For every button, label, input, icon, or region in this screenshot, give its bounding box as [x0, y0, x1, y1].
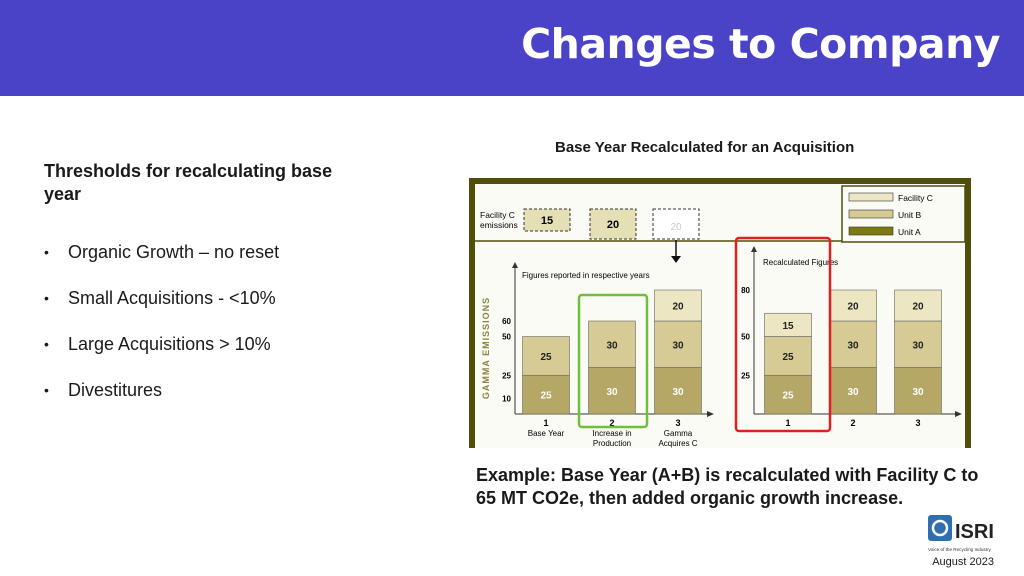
- bar-value-label: 20: [847, 302, 859, 313]
- bar-segment: [764, 312, 812, 337]
- bar-segment: [894, 289, 942, 322]
- left-chart: Figures reported in respective years GAM…: [481, 262, 714, 448]
- x-category-number: 2: [609, 418, 614, 428]
- bar-value-label: 30: [912, 387, 924, 398]
- bar-segment: [894, 320, 942, 368]
- bar-segment: [654, 289, 702, 322]
- x-category-number: 3: [675, 418, 680, 428]
- left-chart-header: Figures reported in respective years: [522, 271, 650, 280]
- legend-swatch-facility-c: [848, 192, 894, 202]
- bullet-item: Organic Growth – no reset: [44, 240, 279, 286]
- bar-value-label: 20: [912, 302, 924, 313]
- x-category-label: Gamma: [664, 429, 693, 438]
- y-tick-label: 25: [502, 371, 511, 380]
- axis-arrow-icon: [512, 262, 518, 268]
- y-tick-label: 50: [741, 333, 750, 342]
- isri-logo: ISRI Voice of the Recycling Industry: [928, 515, 994, 552]
- legend-swatch-unit-a: [848, 226, 894, 236]
- x-category-label: Base Year: [528, 429, 565, 438]
- bullet-item: Small Acquisitions - <10%: [44, 286, 279, 332]
- right-chart: Recalculated Figures 80 50 25 25 25 15 1 30 30 2…: [741, 246, 962, 428]
- bar-value-label: 30: [672, 387, 684, 398]
- bar-value-label: 25: [782, 352, 794, 363]
- figure-frame-top: [469, 178, 971, 184]
- bar-value-label: 15: [782, 321, 794, 332]
- figure-frame-left: [469, 178, 475, 448]
- y-tick-label: 25: [741, 371, 750, 380]
- x-category-number: 1: [543, 418, 548, 428]
- x-category-label: Increase in: [592, 429, 631, 438]
- legend: Facility C Unit B Unit A: [841, 185, 966, 243]
- title-banner: Changes to Company: [0, 0, 1024, 96]
- bar-segment: [588, 367, 636, 415]
- legend-label: Unit B: [898, 210, 921, 220]
- bar-segment: [829, 320, 877, 368]
- logo-wordmark: ISRI: [955, 521, 994, 543]
- bar-segment: [829, 367, 877, 415]
- x-category-number: 3: [915, 418, 920, 428]
- arrow-head-icon: [671, 256, 681, 263]
- bar-value-label: 30: [847, 340, 859, 351]
- bar-segment: [764, 374, 812, 415]
- slide-title: Changes to Company: [521, 20, 1000, 68]
- y-tick-label: 80: [741, 286, 750, 295]
- legend-swatch-unit-b: [848, 209, 894, 219]
- bar-segment: [588, 320, 636, 368]
- right-chart-header: Recalculated Figures: [763, 258, 838, 267]
- x-category-number: 2: [850, 418, 855, 428]
- x-category-label: Acquires C: [658, 439, 697, 448]
- figure-caption: Base Year Recalculated for an Acquisitio…: [555, 139, 855, 156]
- facility-c-box: [652, 208, 700, 240]
- thresholds-heading: Thresholds for recalculating base year: [44, 161, 333, 204]
- bar-segment: [522, 374, 570, 415]
- bar-segment: [894, 367, 942, 415]
- axis-arrow-icon: [751, 246, 757, 252]
- figure-frame-right: [965, 178, 971, 448]
- bar-value-label: 30: [912, 340, 924, 351]
- bullet-item: Divestitures: [44, 378, 279, 424]
- date-label: August 2023: [932, 556, 994, 568]
- bullet-item: Large Acquisitions > 10%: [44, 332, 279, 378]
- bar-segment: [522, 336, 570, 376]
- y-tick-label: 10: [502, 395, 511, 404]
- bar-value-label: 30: [606, 387, 618, 398]
- bar-value-label: 25: [540, 391, 552, 402]
- logo-mark-icon: [928, 515, 952, 541]
- axis-arrow-icon: [955, 411, 962, 417]
- facility-c-value: 20: [607, 219, 619, 231]
- y-axis-title: GAMMA EMISSIONS: [481, 297, 491, 399]
- legend-label: Facility C: [898, 193, 933, 203]
- organic-growth-highlight: [577, 293, 649, 429]
- y-tick-label: 60: [502, 317, 511, 326]
- logo-tagline: Voice of the Recycling Industry: [928, 547, 992, 552]
- recalculated-base-year-highlight: [734, 236, 832, 433]
- logo-ring-icon: [931, 519, 949, 537]
- bar-segment: [764, 336, 812, 376]
- x-category-number: 1: [785, 418, 790, 428]
- bar-value-label: 25: [540, 352, 552, 363]
- bar-segment: [654, 367, 702, 415]
- x-category-label: Production: [593, 439, 631, 448]
- axis-arrow-icon: [707, 411, 714, 417]
- bar-value-label: 30: [672, 340, 684, 351]
- facility-c-box: [589, 208, 637, 240]
- legend-label: Unit A: [898, 227, 921, 237]
- bar-value-label: 20: [672, 302, 684, 313]
- bar-value-label: 25: [782, 391, 794, 402]
- bar-value-label: 30: [847, 387, 859, 398]
- threshold-list: Organic Growth – no reset Small Acquisit…: [44, 240, 279, 424]
- example-note: Example: Base Year (A+B) is recalculated…: [476, 465, 979, 508]
- facility-c-value: 20: [670, 222, 682, 233]
- facility-c-value: 15: [541, 215, 553, 227]
- facility-c-box: [523, 208, 571, 232]
- y-tick-label: 50: [502, 333, 511, 342]
- bar-value-label: 30: [606, 340, 618, 351]
